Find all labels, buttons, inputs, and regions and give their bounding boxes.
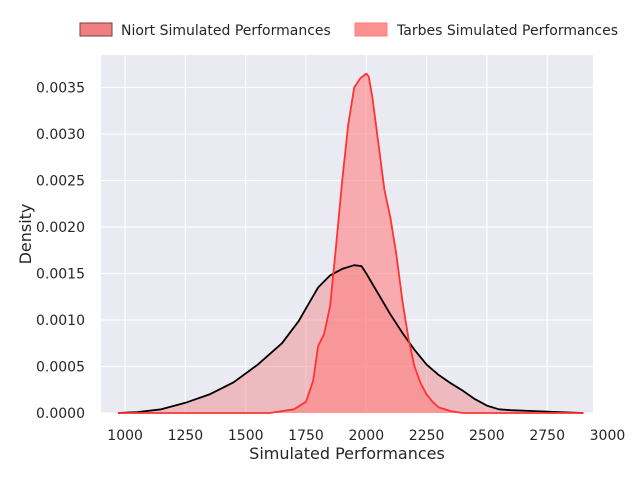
legend-swatch-tarbes xyxy=(354,22,388,37)
y-tick-label: 0.0005 xyxy=(36,360,85,376)
x-tick-label: 2750 xyxy=(529,428,565,444)
density-line-1 xyxy=(117,72,584,414)
y-tick-label: 0.0035 xyxy=(36,81,85,97)
y-tick-label: 0.0030 xyxy=(36,127,85,143)
x-tick-label: 3000 xyxy=(590,428,626,444)
x-axis-ticks: 1000 1250 1500 1750 2000 2250 2500 2750 3000 xyxy=(107,428,625,444)
y-axis-ticks: 0.0000 0.0005 0.0010 0.0015 0.0020 0.0025 0.00… xyxy=(36,81,85,422)
x-tick-label: 1750 xyxy=(288,428,324,444)
y-tick-label: 0.0015 xyxy=(36,267,85,283)
legend: Niort Simulated Performances Tarbes Simu… xyxy=(79,22,618,39)
y-axis-label: Density xyxy=(16,204,35,265)
density-area-1 xyxy=(117,73,584,413)
density-line-0 xyxy=(117,264,584,414)
y-tick-label: 0.0010 xyxy=(36,313,85,329)
x-tick-label: 2000 xyxy=(348,428,384,444)
y-tick-label: 0.0000 xyxy=(36,406,85,422)
x-tick-label: 2250 xyxy=(409,428,445,444)
legend-swatch-niort xyxy=(79,22,113,37)
y-tick-label: 0.0020 xyxy=(36,220,85,236)
x-tick-label: 1000 xyxy=(107,428,143,444)
legend-label-niort: Niort Simulated Performances xyxy=(121,23,331,39)
density-areas xyxy=(117,72,584,414)
x-tick-label: 2500 xyxy=(469,428,505,444)
x-tick-label: 1500 xyxy=(228,428,264,444)
y-tick-label: 0.0025 xyxy=(36,174,85,190)
legend-label-tarbes: Tarbes Simulated Performances xyxy=(396,23,618,39)
x-tick-label: 1250 xyxy=(168,428,204,444)
x-axis-label: Simulated Performances xyxy=(249,444,445,463)
